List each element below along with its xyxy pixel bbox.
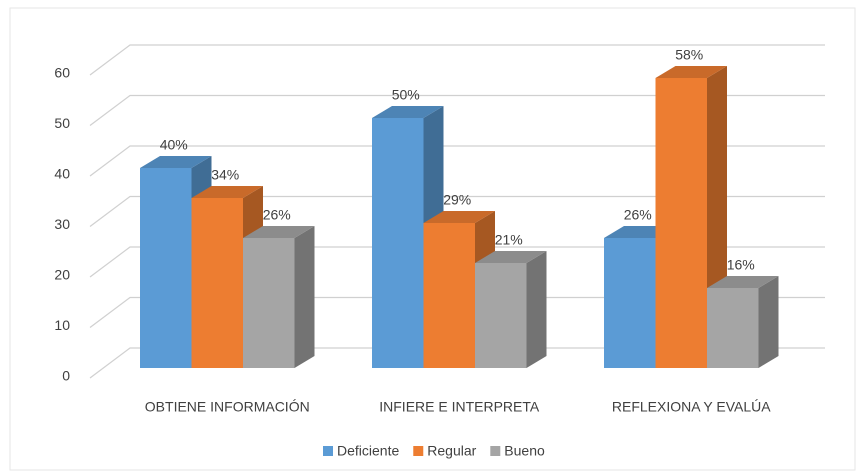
value-label: 26% <box>624 207 652 223</box>
bar-front <box>191 198 243 368</box>
bar <box>243 226 315 368</box>
bar-front <box>423 223 475 368</box>
grid-line <box>89 145 825 177</box>
legend-swatch <box>413 446 424 456</box>
grid-line <box>89 94 825 126</box>
y-tick-label: 0 <box>62 368 70 384</box>
legend-swatch <box>490 446 501 456</box>
bar-top <box>707 276 779 288</box>
bar-top <box>140 156 212 168</box>
legend-label: Regular <box>427 443 476 459</box>
value-label: 50% <box>392 87 420 103</box>
value-label: 26% <box>263 207 291 223</box>
grid-line <box>89 347 825 379</box>
value-label: 29% <box>443 192 471 208</box>
value-label: 16% <box>727 257 755 273</box>
bar-front <box>140 168 192 368</box>
x-tick-label: INFIERE E INTERPRETA <box>379 399 540 415</box>
y-tick-label: 30 <box>54 216 70 232</box>
y-tick-label: 20 <box>54 267 70 283</box>
value-label: 40% <box>160 137 188 153</box>
bar-side <box>526 251 547 368</box>
y-tick-label: 40 <box>54 166 70 182</box>
bar-front <box>604 238 656 368</box>
bar-top <box>655 66 727 78</box>
bar <box>707 276 779 368</box>
bar-top <box>372 106 444 118</box>
bar-front <box>707 288 759 368</box>
y-tick-label: 10 <box>54 317 70 333</box>
legend-label: Bueno <box>504 443 545 459</box>
grid-line <box>89 44 825 76</box>
x-tick-label: OBTIENE INFORMACIÓN <box>145 399 310 415</box>
bar <box>475 251 547 368</box>
bar <box>191 186 263 368</box>
bar-top <box>423 211 495 223</box>
x-tick-label: REFLEXIONA Y EVALÚA <box>612 399 771 415</box>
bar-top <box>243 226 315 238</box>
y-tick-label: 60 <box>54 65 70 81</box>
bar-side <box>758 276 779 368</box>
bar-front <box>475 263 527 368</box>
bar-top <box>191 186 263 198</box>
grid-line <box>89 195 825 227</box>
bar-front <box>243 238 295 368</box>
value-label: 58% <box>675 47 703 63</box>
bar-front <box>372 118 424 368</box>
bar-front <box>655 78 707 368</box>
grid-line <box>89 296 825 328</box>
value-label: 34% <box>211 167 239 183</box>
value-label: 21% <box>495 232 523 248</box>
legend-swatch <box>323 446 333 456</box>
legend-label: Deficiente <box>337 443 399 459</box>
bar-top <box>475 251 547 263</box>
bar-side <box>294 226 315 368</box>
y-tick-label: 50 <box>54 115 70 131</box>
grid-line <box>89 246 825 278</box>
